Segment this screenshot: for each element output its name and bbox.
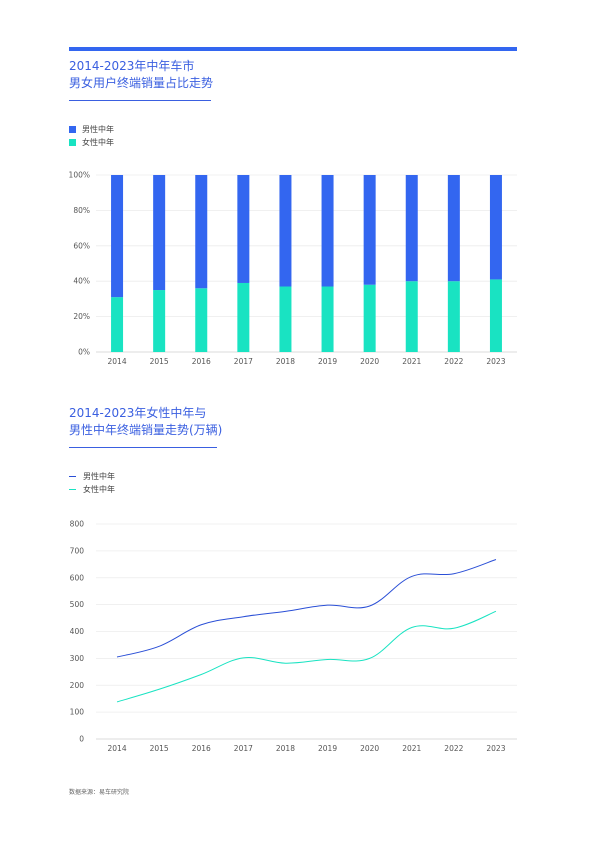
bar-female [363,284,376,352]
y-tick-label: 0 [79,735,84,744]
y-tick-label: 200 [70,681,85,690]
x-tick-label: 2023 [486,744,505,753]
x-tick-label: 2022 [444,744,463,753]
bar-female [111,297,124,352]
y-tick-label: 600 [70,573,85,582]
bar-male [111,175,124,298]
x-tick-label: 2020 [360,744,379,753]
legend2-item-male: 男性中年 [69,470,115,483]
chart2-title-line2: 男性中年终端销量走势(万辆) [69,423,223,437]
bar-female [447,281,460,352]
bar-female [489,279,502,352]
bar-female [279,286,292,352]
legend-item-male: 男性中年 [69,123,114,136]
y-tick-label: 60% [73,241,90,250]
y-tick-label: 0% [78,348,90,357]
chart2-legend: 男性中年 女性中年 [69,470,115,496]
bar-male [489,175,502,280]
data-source-note: 数据来源：易车研究院 [69,789,130,796]
y-tick-label: 800 [70,520,85,529]
y-tick-label: 20% [73,312,90,321]
legend-item-female: 女性中年 [69,136,114,149]
bar-male [363,175,376,285]
bar-male [447,175,460,282]
y-tick-label: 80% [73,206,90,215]
bar-male [321,175,334,287]
chart2-title: 2014-2023年女性中年与 男性中年终端销量走势(万辆) [69,405,222,439]
x-tick-label: 2021 [402,744,421,753]
legend-label-male: 男性中年 [82,125,114,134]
bar-male [195,175,208,289]
x-tick-label: 2018 [276,357,295,366]
x-tick-label: 2015 [150,357,169,366]
bar-female [321,286,334,352]
y-tick-label: 100 [70,708,85,717]
legend2-swatch-female [69,488,76,491]
top-accent-bar [69,47,517,51]
bar-male [279,175,292,287]
bar-female [237,282,250,352]
bar-female [195,288,208,352]
bar-male [405,175,418,282]
y-tick-label: 400 [70,627,85,636]
chart1-title-underline [69,100,211,101]
legend-label-female: 女性中年 [82,138,114,147]
x-tick-label: 2014 [108,744,127,753]
bar-male [237,175,250,283]
x-tick-label: 2016 [192,357,211,366]
legend2-label-female: 女性中年 [83,485,115,494]
x-tick-label: 2020 [360,357,379,366]
chart1-title-line2: 男女用户终端销量占比走势 [69,76,214,90]
chart2-title-underline [69,447,217,448]
legend-swatch-male [69,126,76,133]
x-tick-label: 2023 [486,357,505,366]
x-tick-label: 2016 [192,744,211,753]
x-tick-label: 2015 [150,744,169,753]
legend-swatch-female [69,139,76,146]
x-tick-label: 2019 [318,744,337,753]
x-tick-label: 2018 [276,744,295,753]
line-male [116,559,497,658]
y-tick-label: 100% [69,171,90,180]
chart1-legend: 男性中年 女性中年 [69,123,114,149]
x-tick-label: 2014 [108,357,127,366]
y-tick-label: 300 [70,654,85,663]
bar-male [153,175,166,291]
x-tick-label: 2022 [444,357,463,366]
legend2-swatch-male [69,475,76,478]
x-tick-label: 2021 [402,357,421,366]
y-tick-label: 700 [70,546,85,555]
x-tick-label: 2019 [318,357,337,366]
line-female [116,610,497,703]
chart1-title: 2014-2023年中年车市 男女用户终端销量占比走势 [69,58,213,92]
chart1-title-line1: 2014-2023年中年车市 [69,59,195,73]
y-tick-label: 500 [70,600,85,609]
y-tick-label: 40% [73,277,90,286]
legend2-item-female: 女性中年 [69,483,115,496]
x-tick-label: 2017 [234,357,253,366]
chart2-title-line1: 2014-2023年女性中年与 [69,406,207,420]
x-tick-label: 2017 [234,744,253,753]
bar-female [405,281,418,352]
bar-female [153,290,166,352]
legend2-label-male: 男性中年 [83,472,115,481]
